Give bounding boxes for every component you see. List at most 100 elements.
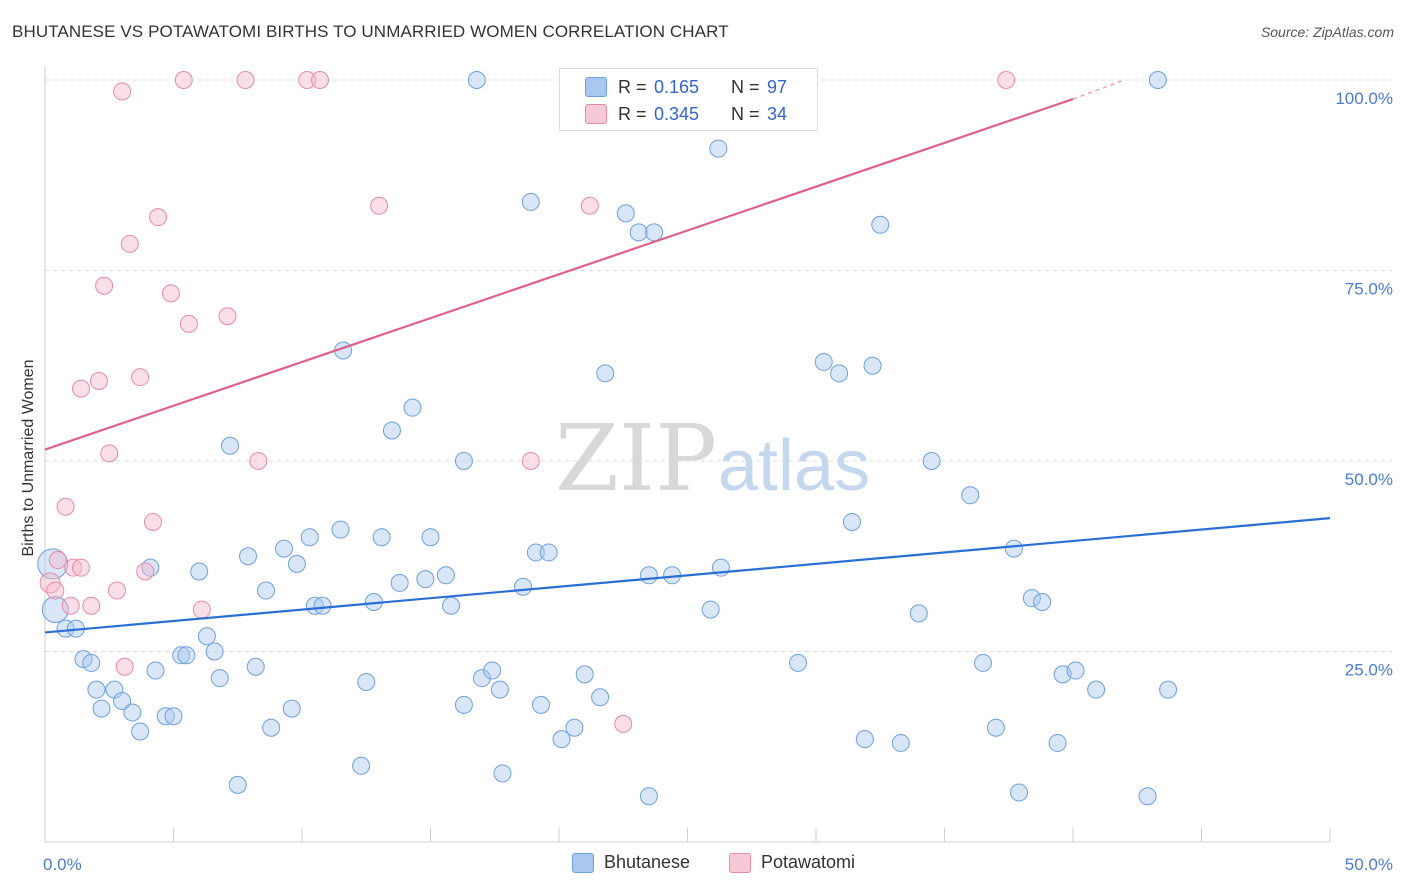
data-point (221, 436, 240, 455)
data-point (48, 551, 67, 570)
data-point (298, 71, 317, 89)
data-point (71, 558, 90, 577)
data-point (493, 764, 512, 783)
data-point (46, 581, 65, 600)
trend-lines (44, 79, 1331, 634)
data-point (56, 497, 75, 516)
legend-swatch-bhutanese (585, 77, 607, 97)
trend-extension (1072, 79, 1125, 100)
data-point (532, 695, 551, 714)
data-point (709, 139, 728, 158)
data-point (95, 276, 114, 295)
x-tick-labels: 0.0% 50.0% (43, 855, 1393, 874)
data-point (922, 452, 941, 470)
data-point (149, 208, 168, 227)
data-point (197, 627, 216, 646)
series-potawatomi (39, 71, 1016, 733)
data-point (483, 661, 502, 680)
data-point (526, 543, 545, 562)
legend-swatch-potawatomi (585, 104, 607, 124)
y-tick-label: 75.0% (1345, 280, 1393, 299)
data-point (82, 653, 101, 672)
data-point (842, 512, 861, 531)
data-point (92, 699, 111, 718)
data-point (115, 657, 134, 676)
data-point (1066, 661, 1085, 680)
data-point (246, 657, 265, 676)
legend-n-label: N = (731, 76, 760, 97)
data-point (1087, 680, 1106, 699)
trend-line-bhutanese (44, 517, 1331, 634)
data-point (416, 570, 435, 589)
data-point (490, 680, 509, 699)
data-point (629, 223, 648, 242)
legend-row-potawatomi: R = 0.345 N = 34 (585, 102, 806, 126)
data-point (146, 661, 165, 680)
data-point (390, 573, 409, 592)
data-point (61, 596, 80, 615)
data-point (87, 680, 106, 699)
data-point (156, 707, 175, 726)
data-point (552, 730, 571, 749)
legend-n-value: 97 (767, 76, 788, 97)
data-point (891, 733, 910, 752)
data-point (275, 539, 294, 558)
data-point (616, 204, 635, 223)
data-point (514, 577, 533, 596)
grid-lines (45, 79, 1392, 652)
data-point (521, 192, 540, 211)
data-point (1048, 733, 1067, 752)
data-point (997, 71, 1016, 89)
data-point (239, 547, 258, 566)
legend-label-potawatomi: Potawatomi (761, 852, 856, 872)
data-point (403, 398, 422, 417)
data-point (539, 543, 558, 562)
trend-line-potawatomi (44, 98, 1074, 451)
legend-item-bhutanese[interactable]: Bhutanese (572, 852, 690, 873)
data-point (113, 692, 132, 711)
data-point (174, 71, 193, 89)
data-point (282, 699, 301, 718)
data-point (382, 421, 401, 440)
y-tick-labels: 25.0% 50.0% 75.0% 100.0% (1335, 89, 1393, 680)
data-point (789, 653, 808, 672)
watermark-atlas: atlas (718, 426, 870, 506)
data-point (210, 669, 229, 688)
data-point (1138, 787, 1157, 806)
data-point (56, 619, 75, 638)
legend-r-label: R = (618, 103, 647, 124)
data-point (161, 284, 180, 303)
legend-row-bhutanese: R = 0.165 N = 97 (585, 75, 806, 99)
data-point (41, 596, 69, 624)
data-point (228, 775, 247, 794)
data-point (164, 707, 183, 726)
legend-swatch-bhutanese (572, 852, 594, 873)
data-point (1148, 71, 1167, 89)
data-point (1022, 589, 1041, 608)
legend-item-potawatomi[interactable]: Potawatomi (729, 852, 855, 873)
data-point (218, 307, 237, 326)
x-tick-label: 0.0% (43, 855, 82, 874)
data-point (331, 520, 350, 539)
data-point (472, 669, 491, 688)
legend-n-label: N = (731, 103, 760, 124)
data-point (421, 528, 440, 547)
data-point (454, 695, 473, 714)
x-tick-label: 50.0% (1345, 855, 1393, 874)
data-point (107, 581, 126, 600)
y-axis-label: Births to Unmarried Women (20, 359, 37, 556)
data-point (300, 528, 319, 547)
data-point (39, 572, 61, 594)
data-point (442, 596, 461, 615)
data-point (639, 787, 658, 806)
data-point (352, 756, 371, 775)
data-point (100, 444, 119, 463)
legend-swatch-potawatomi (729, 852, 751, 873)
data-point (190, 562, 209, 581)
data-point (64, 558, 83, 577)
data-point (909, 604, 928, 623)
data-point (580, 196, 599, 215)
data-point (71, 379, 90, 398)
data-point (701, 600, 720, 619)
